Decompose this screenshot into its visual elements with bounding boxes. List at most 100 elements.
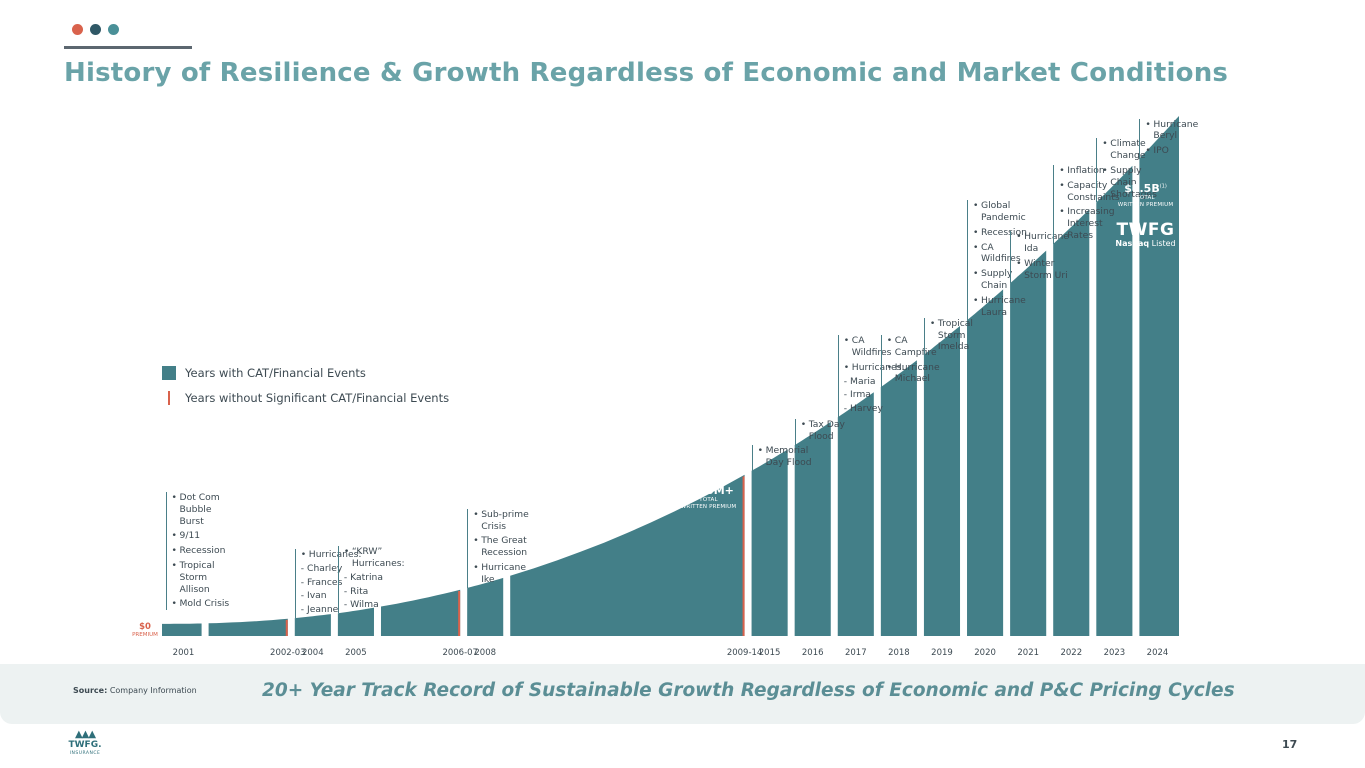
x-tick-label-2024: 2024 (1147, 648, 1169, 658)
annotation-2021: • Hurricane Ida • Winter Storm Uri (1010, 231, 1080, 284)
bullet-icon: • (973, 226, 979, 238)
annotation-item: • Supply Chain (973, 268, 1039, 292)
annotation-2005: • “KRW” Hurricanes: - Katrina - Rita - Wilma (337, 546, 410, 614)
x-tick-label-2005: 2005 (345, 648, 367, 658)
annotation-text: - Rita (343, 585, 369, 597)
annotation-text: Sub-prime Crisis (481, 508, 529, 532)
badge-2024-sub1: TOTAL (1136, 195, 1155, 201)
x-tick-label-2002-03: 2002-03 (270, 648, 306, 658)
annotation-text: CA Wildfires (981, 241, 1021, 265)
annotation-2018: • CA Campfire • Hurricane Michael (880, 335, 951, 388)
badge-2018-sub1: TOTAL (699, 497, 718, 503)
annotation-text: Hurricane Ida (1024, 231, 1069, 255)
annotation-text: CA Wildfires (851, 335, 892, 358)
annotation-item: • Climate Change (1102, 138, 1166, 162)
footer-band (0, 664, 1365, 724)
annotation-item: • Winter Storm Uri (1016, 258, 1080, 282)
annotation-text: Climate Change (1110, 138, 1146, 162)
annotation-item: - Rita (344, 586, 410, 598)
tree-icon: ▲▲▲ (74, 729, 96, 740)
logo-name: TWFG. (68, 740, 102, 750)
legend-label-without-events: Years without Significant CAT/Financial … (185, 390, 450, 405)
annotation-item: • Sub-prime Crisis (473, 509, 537, 533)
annotation-2016: • Tax Day Flood (794, 419, 865, 446)
legend-item-without-events: Years without Significant CAT/Financial … (162, 385, 449, 410)
bullet-icon: • (473, 535, 479, 547)
annotation-item: - Katrina (344, 572, 410, 584)
annotation-item: - Charley (301, 563, 363, 575)
annotation-item: • Tropical Storm Allison (172, 560, 238, 595)
annotation-item: • Hurricanes: (844, 362, 908, 374)
annotation-text: Tropical Storm Allison (179, 559, 215, 595)
area-segment-2021 (1010, 250, 1047, 636)
annotation-2017: • CA Wildfires • Hurricanes: - Maria - Irma - … (837, 335, 908, 418)
badge-2024-sub2: WRITTEN PREMIUM (1117, 202, 1174, 208)
annotation-item: - Irma (844, 389, 908, 401)
nasdaq-listed: Nasdaq Listed (1112, 239, 1179, 248)
area-segment-2005 (337, 607, 374, 636)
annotation-text: Hurricane Michael (894, 361, 940, 385)
bullet-icon: • (843, 335, 850, 347)
bullet-icon: • (171, 492, 177, 503)
area-segment-2008 (467, 577, 504, 636)
annotation-item: - Ivan (301, 590, 363, 602)
chart-legend: Years with CAT/Financial Events Years wi… (162, 360, 449, 410)
annotation-item: • CA Campfire (887, 335, 951, 359)
annotation-item: • Dot Com Bubble Burst (172, 492, 238, 527)
bullet-icon: • (1102, 138, 1108, 150)
annotation-text: Global Pandemic (981, 200, 1026, 223)
annotation-item: • CA Wildfires (973, 242, 1039, 266)
annotation-item: • Inflation (1059, 165, 1125, 177)
bullet-icon: • (171, 545, 177, 557)
annotation-item: • Mold Crisis (172, 598, 238, 610)
annotation-item: - Jeanne (301, 604, 363, 616)
badge-2024-footnote: (1) (1159, 183, 1167, 190)
annotation-text: Winter Storm Uri (1024, 257, 1068, 281)
annotation-text: - Ivan (300, 590, 327, 602)
annotation-item: • Hurricane Beryl (1145, 119, 1209, 143)
annotation-item: • Recession (172, 545, 238, 557)
area-segment-2024 (1139, 116, 1179, 636)
logo-sub: INSURANCE (69, 751, 101, 756)
annotation-text: - Jeanne (300, 604, 339, 616)
annotation-item: • The Great Recession (473, 535, 537, 559)
dot-red (72, 24, 83, 35)
x-tick-label-2009-14: 2009-14 (727, 648, 763, 658)
nasdaq-label: Nasdaq (1115, 239, 1150, 248)
x-tick-label-2020: 2020 (974, 648, 996, 658)
bullet-icon: • (1145, 145, 1151, 157)
annotation-text: Tax Day Flood (808, 419, 845, 442)
badge-2024-value: $1.5B (1124, 182, 1160, 195)
annotation-text: Hurricanes: (851, 361, 905, 373)
annotation-item: • Tropical Storm Imelda (930, 318, 994, 353)
bullet-icon: • (171, 530, 177, 542)
annotation-item: • CA Wildfires (844, 335, 908, 359)
annotation-2024: • Hurricane Beryl • IPO (1139, 118, 1209, 159)
bullet-icon: • (757, 444, 764, 456)
annotation-item: • Hurricanes: (301, 549, 363, 561)
bullet-icon: • (973, 241, 979, 253)
annotation-item: • Recession (973, 227, 1039, 239)
annotation-item: - Wilma (344, 599, 410, 611)
bullet-icon: • (973, 200, 979, 212)
annotation-text: Recession (179, 545, 226, 557)
annotation-item: - Frances (301, 577, 363, 589)
annotation-text: Inflation (1067, 165, 1105, 176)
dot-navy (90, 24, 101, 35)
area-segment-2016 (794, 421, 831, 636)
annotation-2019: • Tropical Storm Imelda (923, 317, 994, 355)
annotation-text: Supply Chain Shortages (1110, 164, 1157, 200)
area-segment-2009-14 (510, 474, 745, 636)
legend-swatch-line (168, 390, 170, 405)
annotation-2004: • Hurricanes: - Charley - Frances - Ivan - Je… (294, 549, 363, 619)
annotation-item: • Tax Day Flood (801, 419, 865, 443)
x-tick-label-2023: 2023 (1104, 648, 1126, 658)
area-segment-2023 (1096, 165, 1133, 637)
x-tick-label-2016: 2016 (802, 648, 824, 658)
bullet-icon: • (800, 419, 807, 431)
annotation-item: • Hurricane Ida (1016, 231, 1080, 255)
annotation-text: Mold Crisis (179, 598, 230, 610)
annotation-text: Hurricane Laura (981, 294, 1026, 318)
bullet-icon: • (973, 268, 979, 280)
annotation-text: - Irma (843, 389, 871, 401)
